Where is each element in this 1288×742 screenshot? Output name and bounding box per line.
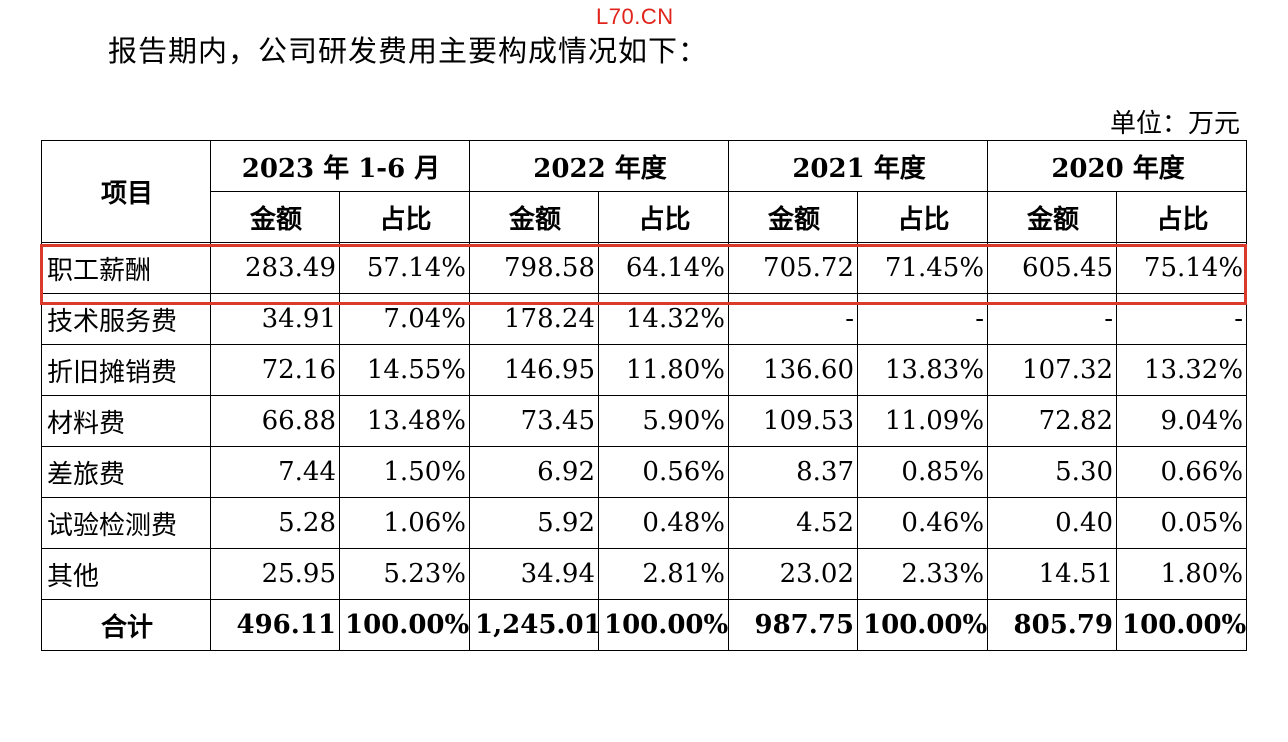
period-header: 2022 年度 <box>468 140 730 192</box>
amount-header: 金额 <box>987 191 1118 243</box>
ratio-header: 占比 <box>1116 191 1248 243</box>
ratio-cell: 5.23% <box>339 548 470 600</box>
ratio-cell: 75.14% <box>1116 242 1248 294</box>
amount-cell: 5.30 <box>987 446 1118 498</box>
amount-header: 金额 <box>469 191 599 243</box>
ratio-cell: 0.85% <box>857 446 989 498</box>
table-row: 职工薪酬 283.49 57.14% 798.58 64.14% 705.72 71.45%… <box>41 242 1248 294</box>
ratio-cell: 100.00% <box>339 599 470 651</box>
ratio-cell: 0.05% <box>1116 497 1248 549</box>
ratio-cell: 5.90% <box>597 395 730 447</box>
ratio-cell: 2.81% <box>597 548 730 600</box>
ratio-cell: 13.48% <box>339 395 470 447</box>
ratio-cell: 1.80% <box>1116 548 1248 600</box>
amount-cell: 136.60 <box>728 344 859 396</box>
ratio-cell: 100.00% <box>857 599 989 651</box>
ratio-header: 占比 <box>857 191 989 243</box>
table-row: 其他 25.95 5.23% 34.94 2.81% 23.02 2.33% 14.51 1.8… <box>41 548 1248 600</box>
ratio-cell: 71.45% <box>857 242 989 294</box>
ratio-cell: 0.46% <box>857 497 989 549</box>
ratio-cell: 7.04% <box>339 293 470 345</box>
row-label: 试验检测费 <box>41 497 211 549</box>
row-label: 折旧摊销费 <box>41 344 211 396</box>
amount-cell: 73.45 <box>469 395 599 447</box>
amount-header: 金额 <box>728 191 859 243</box>
ratio-cell: 100.00% <box>597 599 730 651</box>
ratio-cell: 14.32% <box>597 293 730 345</box>
amount-cell: 34.91 <box>210 293 340 345</box>
amount-header: 金额 <box>210 191 340 243</box>
ratio-cell: 100.00% <box>1116 599 1248 651</box>
amount-cell: 5.92 <box>469 497 599 549</box>
amount-cell: 8.37 <box>728 446 859 498</box>
amount-cell: 66.88 <box>210 395 340 447</box>
amount-cell: 5.28 <box>210 497 340 549</box>
amount-cell: 178.24 <box>469 293 599 345</box>
row-label: 技术服务费 <box>41 293 211 345</box>
ratio-cell: 0.56% <box>597 446 730 498</box>
amount-cell: 605.45 <box>987 242 1118 294</box>
amount-cell: 805.79 <box>987 599 1118 651</box>
ratio-header: 占比 <box>597 191 730 243</box>
amount-cell: 6.92 <box>469 446 599 498</box>
amount-cell: - <box>728 293 859 345</box>
ratio-cell: 0.66% <box>1116 446 1248 498</box>
amount-cell: 23.02 <box>728 548 859 600</box>
row-label: 职工薪酬 <box>41 242 211 294</box>
amount-cell: 283.49 <box>210 242 340 294</box>
table-row: 材料费 66.88 13.48% 73.45 5.90% 109.53 11.09% 72.8… <box>41 395 1248 447</box>
unit-label: 单位：万元 <box>1109 109 1240 139</box>
amount-cell: 34.94 <box>469 548 599 600</box>
header-row-periods: 项目 2023 年 1-6 月 2022 年度 2021 年度 2020 年度 <box>41 140 1248 243</box>
row-header-cell: 项目 <box>41 140 211 243</box>
total-row: 合计 496.11 100.00% 1,245.01 100.00% 987.75 100.… <box>41 599 1248 651</box>
row-label: 其他 <box>41 548 211 600</box>
period-header: 2020 年度 <box>987 140 1248 192</box>
amount-cell: 705.72 <box>728 242 859 294</box>
ratio-cell: 2.33% <box>857 548 989 600</box>
amount-cell: 107.32 <box>987 344 1118 396</box>
ratio-cell: 64.14% <box>597 242 730 294</box>
ratio-cell: 13.83% <box>857 344 989 396</box>
amount-cell: 14.51 <box>987 548 1118 600</box>
period-header: 2021 年度 <box>728 140 989 192</box>
amount-cell: 25.95 <box>210 548 340 600</box>
amount-cell: 1,245.01 <box>469 599 599 651</box>
amount-cell: 72.82 <box>987 395 1118 447</box>
table-row: 差旅费 7.44 1.50% 6.92 0.56% 8.37 0.85% 5.30 0.66% <box>41 446 1248 498</box>
ratio-cell: 11.09% <box>857 395 989 447</box>
ratio-cell: 9.04% <box>1116 395 1248 447</box>
intro-paragraph: 报告期内，公司研发费用主要构成情况如下： <box>108 34 709 68</box>
ratio-cell: 13.32% <box>1116 344 1248 396</box>
amount-cell: 987.75 <box>728 599 859 651</box>
period-header: 2023 年 1-6 月 <box>210 140 470 192</box>
amount-cell: 109.53 <box>728 395 859 447</box>
row-label: 材料费 <box>41 395 211 447</box>
header-row-subheaders: 金额 占比 金额 占比 金额 占比 金额 占比 <box>42 191 1248 243</box>
ratio-cell: - <box>857 293 989 345</box>
rd-expense-table: 项目 2023 年 1-6 月 2022 年度 2021 年度 2020 年度 … <box>41 140 1248 651</box>
watermark-text: L70.CN <box>596 4 674 29</box>
row-label: 合计 <box>41 599 211 651</box>
ratio-cell: 0.48% <box>597 497 730 549</box>
amount-cell: 496.11 <box>210 599 340 651</box>
row-label: 差旅费 <box>41 446 211 498</box>
table-row: 试验检测费 5.28 1.06% 5.92 0.48% 4.52 0.46% 0.40 0.05… <box>41 497 1248 549</box>
table-row: 折旧摊销费 72.16 14.55% 146.95 11.80% 136.60 13.83%… <box>41 344 1248 396</box>
amount-cell: 4.52 <box>728 497 859 549</box>
ratio-cell: 11.80% <box>597 344 730 396</box>
amount-cell: 7.44 <box>210 446 340 498</box>
ratio-header: 占比 <box>339 191 470 243</box>
amount-cell: - <box>987 293 1118 345</box>
amount-cell: 0.40 <box>987 497 1118 549</box>
ratio-cell: 57.14% <box>339 242 470 294</box>
table-row: 技术服务费 34.91 7.04% 178.24 14.32% - - - - <box>41 293 1248 345</box>
amount-cell: 146.95 <box>469 344 599 396</box>
ratio-cell: 1.06% <box>339 497 470 549</box>
ratio-cell: 14.55% <box>339 344 470 396</box>
ratio-cell: - <box>1116 293 1248 345</box>
amount-cell: 72.16 <box>210 344 340 396</box>
ratio-cell: 1.50% <box>339 446 470 498</box>
amount-cell: 798.58 <box>469 242 599 294</box>
